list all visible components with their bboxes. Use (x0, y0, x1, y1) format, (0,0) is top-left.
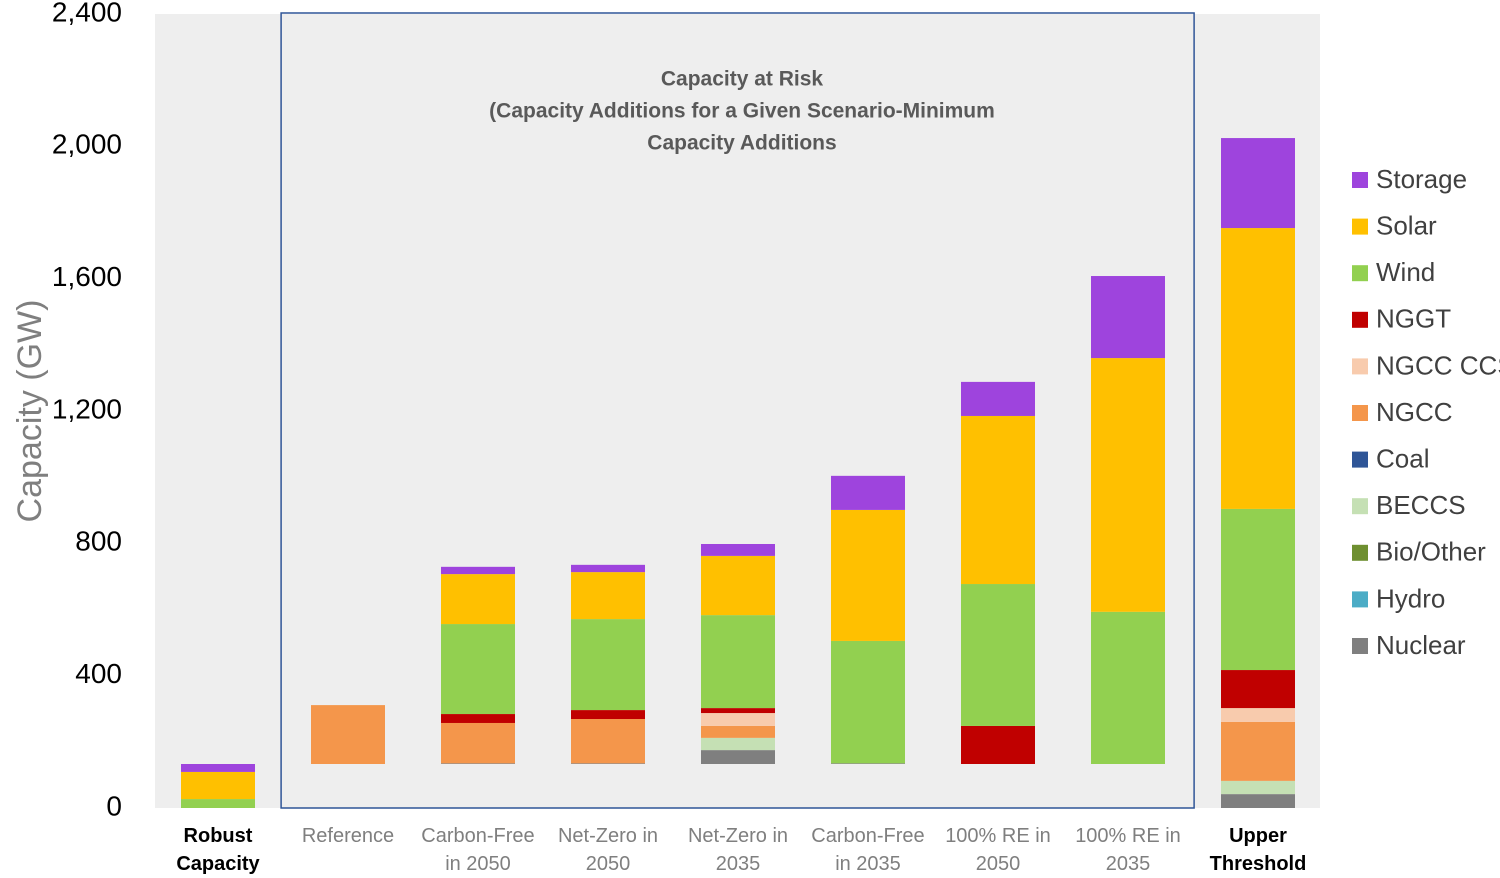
legend-label: NGCC CCS (1376, 350, 1500, 380)
bar-segment (1221, 508, 1295, 671)
x-tick-label: Robust Capacity (176, 825, 260, 875)
bar-segment (441, 574, 515, 625)
bar-segment (831, 509, 905, 641)
bar-segment (571, 572, 645, 620)
x-tick-label: Carbon-Free in 2035 (811, 825, 925, 875)
bar-segment (701, 543, 775, 556)
legend-label: Coal (1376, 443, 1429, 473)
annotation: (Capacity Additions for a Given Scenario… (489, 100, 995, 123)
legend-swatch (1352, 544, 1368, 561)
y-tick-label: 2,000 (52, 129, 122, 160)
bar-segment (441, 624, 515, 715)
bar-segment (181, 763, 255, 772)
y-tick-label: 800 (75, 526, 122, 557)
bar-segment (831, 640, 905, 764)
bar-segment (831, 475, 905, 510)
bar-segment (571, 719, 645, 764)
bar-segment (701, 708, 775, 714)
bar-segment (961, 725, 1035, 764)
bar-segment (701, 750, 775, 764)
bar-segment (701, 737, 775, 751)
bar-segment (181, 771, 255, 800)
bar-segment (1221, 780, 1295, 795)
bar-segment (701, 555, 775, 616)
legend-swatch (1352, 638, 1368, 654)
legend-swatch (1352, 172, 1368, 188)
bar-segment (1091, 611, 1165, 764)
y-axis-label: Capacity (GW) (11, 300, 49, 523)
bar-segment (1221, 794, 1295, 808)
bar-segment (571, 564, 645, 573)
bar-segment (1091, 358, 1165, 612)
y-tick-label: 2,400 (52, 0, 122, 27)
risk-box (280, 12, 1195, 809)
legend-swatch (1352, 358, 1368, 375)
bar-segment (1221, 138, 1295, 229)
bar-segment (441, 763, 515, 764)
legend-swatch (1352, 218, 1368, 235)
bar-segment (1221, 670, 1295, 709)
bar-segment (831, 763, 905, 764)
legend-label: NGCC (1376, 397, 1453, 427)
x-tick-label: Reference (301, 825, 395, 847)
legend-label: Bio/Other (1376, 537, 1486, 567)
bar-segment (961, 584, 1035, 726)
bar-segment (441, 566, 515, 575)
bar-segment (1221, 721, 1295, 781)
bar-segment (961, 415, 1035, 585)
legend-swatch (1352, 591, 1368, 608)
bar-segment (1221, 228, 1295, 509)
bar-segment (571, 763, 645, 764)
legend-swatch (1352, 498, 1368, 515)
y-tick-label: 400 (75, 658, 122, 689)
legend-label: Wind (1376, 257, 1435, 287)
bar-segment (181, 799, 255, 808)
legend-label: Hydro (1376, 583, 1445, 613)
y-tick-label: 1,200 (52, 393, 122, 424)
annotation: Capacity Additions (647, 132, 836, 155)
x-tick-label: Carbon-Free in 2050 (421, 825, 535, 875)
legend-label: BECCS (1376, 490, 1466, 520)
legend-label: Nuclear (1376, 630, 1466, 660)
x-tick-label: Net-Zero in 2050 (557, 825, 659, 875)
bar-segment (441, 722, 515, 764)
legend-swatch (1352, 451, 1368, 468)
x-tick-label: 100% RE in 2050 (945, 825, 1051, 875)
bar-segment (961, 381, 1035, 416)
bar-segment (701, 615, 775, 709)
bar-segment (441, 714, 515, 723)
y-tick-label: 0 (106, 790, 122, 821)
bar-segment (311, 705, 385, 764)
bar-segment (571, 710, 645, 720)
bar-segment (1091, 276, 1165, 359)
x-tick-label: Upper Threshold (1209, 825, 1307, 875)
x-tick-label: 100% RE in 2035 (1075, 825, 1181, 875)
legend-label: Solar (1376, 210, 1437, 240)
bar-segment (571, 619, 645, 711)
legend-swatch (1352, 405, 1368, 421)
bar-segment (701, 713, 775, 726)
annotation: Capacity at Risk (661, 68, 824, 91)
bar-segment (701, 725, 775, 738)
legend-label: Storage (1376, 164, 1467, 194)
legend-swatch (1352, 311, 1368, 328)
y-tick-label: 1,600 (52, 261, 122, 292)
legend-swatch (1352, 265, 1368, 282)
bar-segment (1221, 708, 1295, 722)
x-tick-label: Net-Zero in 2035 (687, 825, 789, 875)
legend-label: NGGT (1376, 304, 1451, 334)
